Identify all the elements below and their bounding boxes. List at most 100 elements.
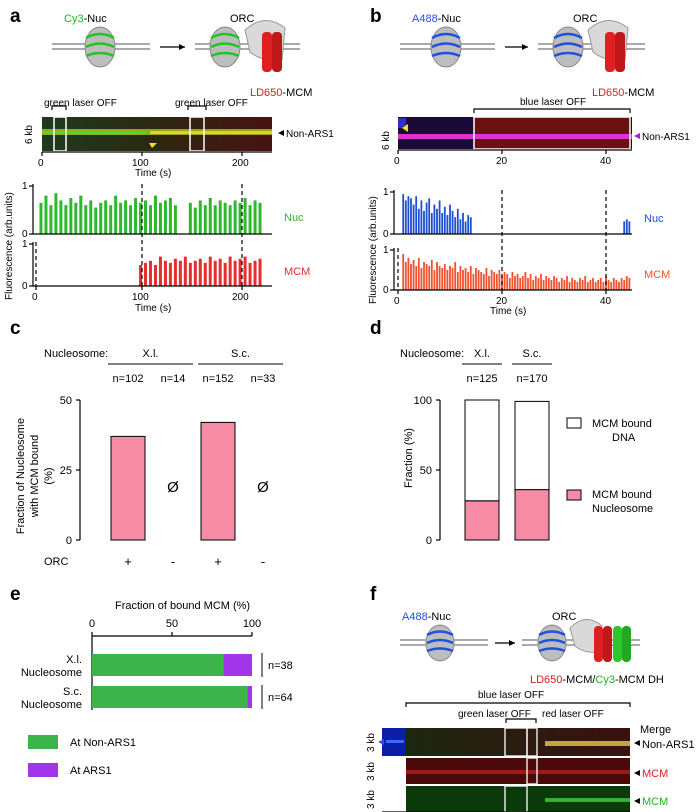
panel-a-ytick-mcm-0: 0 [22, 281, 28, 292]
trace-bar [589, 280, 592, 290]
trace-bar [464, 221, 467, 234]
trace-bar [173, 258, 177, 286]
d-bar-segment [514, 489, 550, 541]
trace-bar [542, 280, 545, 290]
panel-b-nuc-suffix: -Nuc [438, 13, 462, 25]
trace-bar [425, 264, 428, 290]
trace-bar [248, 205, 252, 234]
panel-b-kymo-scale: 6 kb [381, 131, 392, 150]
trace-bar [178, 260, 182, 286]
trace-bar [423, 210, 425, 234]
panel-f-nuc-dye: A488 [402, 611, 428, 623]
trace-bar [410, 264, 412, 290]
e-category-species: X.l. [66, 654, 82, 666]
panel-f-blue-off: blue laser OFF [478, 690, 544, 701]
trace-bar [223, 262, 227, 286]
panel-b-ytick-mcm-1: 1 [383, 245, 389, 256]
panel-f-mcm-dye-2: Cy3 [595, 674, 615, 686]
trace-bar [423, 262, 425, 290]
trace-bar [459, 219, 462, 234]
trace-bar [599, 278, 602, 290]
panel-b-kymo-label: Non-ARS1 [642, 132, 690, 143]
trace-bar [417, 258, 420, 290]
panel-d-legend-nuc-1: MCM bound [592, 489, 652, 501]
trace-bar [485, 268, 488, 290]
c-n-label: n=14 [161, 373, 186, 385]
panel-b-laser-off: blue laser OFF [520, 97, 586, 108]
d-bar-segment [464, 500, 500, 541]
panel-f-row-merge: Merge [640, 724, 671, 736]
trace-bar [625, 276, 628, 290]
panel-b-kymograph: blue laser OFF 6 kb Non-ARS1 0 20 40 [381, 97, 690, 167]
trace-bar [233, 200, 237, 234]
trace-bar [129, 205, 133, 234]
trace-bar [238, 258, 242, 286]
trace-bar [149, 260, 152, 286]
trace-bar [168, 262, 172, 286]
trace-bar [451, 268, 454, 290]
trace-bar [193, 260, 197, 286]
trace-bar [258, 258, 262, 286]
trace-bar [441, 268, 444, 290]
panel-e-xlabel: Fraction of bound MCM (%) [115, 600, 250, 612]
trace-bar [64, 205, 68, 234]
trace-bar [508, 278, 511, 290]
trace-bar [602, 282, 605, 290]
panel-d-label: d [370, 318, 382, 339]
trace-bar [433, 270, 436, 290]
trace-bar [625, 219, 628, 234]
panel-b-xtick-1: 20 [496, 296, 508, 307]
trace-bar [607, 280, 610, 290]
e-bar-segment [223, 654, 252, 676]
trace-bar [545, 276, 548, 290]
panel-b-ytick-mcm-0: 0 [383, 285, 389, 296]
trace-bar [412, 260, 415, 290]
svg-text:A488-Nuc: A488-Nuc [402, 611, 451, 623]
trace-bar [94, 207, 98, 234]
trace-bar [623, 221, 626, 234]
panel-e-chart: Fraction of bound MCM (%) At Non-ARS1 At… [21, 600, 293, 777]
e-bar-segment [247, 686, 252, 708]
panel-f-green-off: green laser OFF [458, 709, 531, 720]
trace-bar [488, 276, 490, 290]
trace-bar [628, 278, 631, 290]
panel-f-mcm-dye-1: LD650 [530, 674, 562, 686]
trace-bar [428, 266, 431, 290]
trace-bar [459, 266, 462, 290]
trace-bar [228, 205, 232, 234]
panel-a-xtick-2: 200 [232, 292, 249, 303]
panel-a-nuc-label: Nuc [284, 212, 304, 224]
trace-bar [612, 278, 615, 290]
nucleosome-icon [84, 26, 116, 68]
trace-bar [498, 270, 501, 290]
trace-bar [527, 278, 529, 290]
trace-bar [243, 256, 247, 286]
trace-bar [253, 260, 257, 286]
e-xtick-label: 0 [89, 618, 95, 630]
e-n-label: n=38 [268, 660, 293, 672]
legend-dna-swatch [566, 417, 582, 429]
trace-bar [59, 200, 63, 234]
trace-bar [524, 272, 527, 290]
trace-bar [410, 198, 412, 234]
trace-bar [581, 280, 584, 290]
panel-b-kymo-tick-0: 0 [394, 156, 400, 167]
c-orc-sign: + [214, 554, 222, 569]
trace-bar [482, 274, 485, 290]
trace-bar [198, 200, 202, 234]
trace-bar [436, 208, 438, 234]
trace-bar [144, 262, 148, 286]
legend-non-ars-swatch [28, 735, 58, 749]
c-empty-symbol: Ø [167, 479, 179, 496]
panel-a-xlabel: Time (s) [135, 303, 171, 314]
trace-bar [573, 280, 576, 290]
e-xtick-label: 50 [166, 618, 178, 630]
trace-bar [516, 274, 519, 290]
c-group-label: X.l. [143, 348, 159, 360]
trace-bar [425, 202, 428, 234]
trace-bar [540, 274, 542, 290]
e-bar-segment [92, 654, 224, 676]
panel-f-mcm-mid: -MCM/ [562, 674, 596, 686]
trace-bar [493, 272, 496, 290]
panel-b-kymo-tick-1: 20 [496, 156, 508, 167]
